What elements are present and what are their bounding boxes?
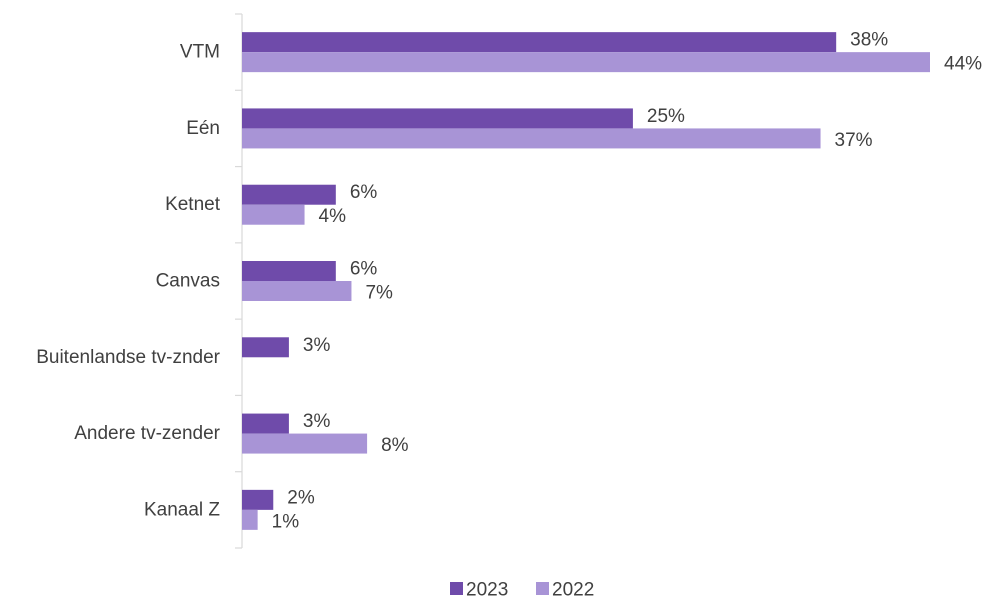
- bar-2022: [242, 52, 930, 73]
- legend-label-2022: 2022: [552, 580, 594, 601]
- data-label-2023: 3%: [303, 411, 331, 432]
- bar-2023: [242, 261, 336, 281]
- bar-2022: [242, 509, 258, 530]
- bars-layer: [242, 32, 930, 530]
- data-label-2022: 44%: [944, 54, 982, 75]
- labels-layer: VTM38%44%Eén25%37%Ketnet6%4%Canvas6%7%Bu…: [36, 30, 982, 533]
- data-label-2022: 7%: [365, 283, 393, 304]
- axis-layer: [235, 13, 243, 549]
- bar-2023: [242, 413, 289, 434]
- bar-2023: [242, 32, 837, 53]
- bar-2022: [242, 204, 305, 225]
- data-label-2022: 4%: [319, 206, 347, 227]
- bar-2023: [242, 337, 289, 358]
- bar-2022: [242, 281, 352, 301]
- category-label: Buitenlandse tv-znder: [36, 347, 220, 368]
- legend: 2023 2022: [450, 580, 594, 601]
- bar-2023: [242, 184, 336, 205]
- data-label-2023: 6%: [350, 182, 378, 203]
- category-label: VTM: [180, 42, 220, 63]
- category-label: Canvas: [156, 271, 220, 292]
- data-label-2023: 25%: [647, 106, 685, 127]
- legend-swatch-2022: [536, 582, 549, 595]
- bar-2022: [242, 433, 368, 454]
- data-label-2022: 1%: [272, 511, 300, 532]
- bar-2023: [242, 489, 274, 510]
- category-label: Kanaal Z: [144, 499, 220, 520]
- bar-2023: [242, 108, 633, 129]
- data-label-2023: 2%: [287, 487, 315, 508]
- category-label: Ketnet: [165, 194, 221, 215]
- legend-label-2023: 2023: [466, 580, 508, 601]
- data-label-2023: 3%: [303, 335, 331, 356]
- data-label-2022: 37%: [835, 130, 873, 151]
- category-label: Eén: [186, 118, 220, 139]
- category-label: Andere tv-zender: [74, 423, 220, 444]
- data-label-2023: 6%: [350, 259, 378, 280]
- data-label-2022: 8%: [381, 435, 409, 456]
- data-label-2023: 38%: [850, 30, 888, 51]
- bar-2022: [242, 128, 821, 149]
- legend-swatch-2023: [450, 582, 463, 595]
